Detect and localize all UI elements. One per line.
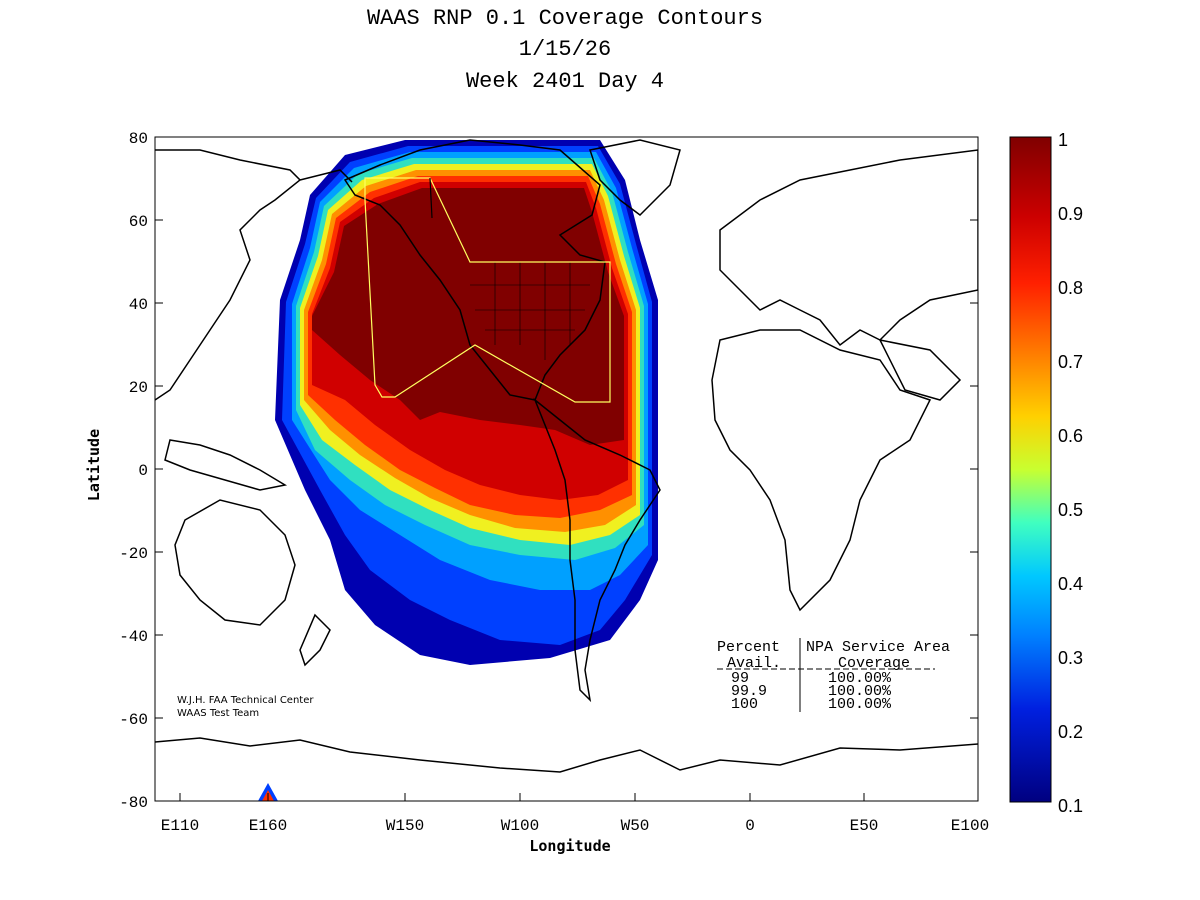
x-tick-label: W100	[501, 817, 539, 835]
australia-outline	[174, 499, 296, 626]
credit-line1: W.J.H. FAA Technical Center	[177, 695, 314, 706]
colorbar-gradient	[1009, 136, 1052, 803]
alaska-outline	[299, 169, 353, 183]
colorbar-tick: 0.9	[1058, 204, 1083, 224]
legend-sub-avail: Avail.	[727, 655, 781, 672]
colorbar-tick: 0.6	[1058, 426, 1083, 446]
availability-legend: Percent NPA Service Area Avail. Coverage…	[717, 638, 950, 713]
greenland-outline	[589, 139, 681, 216]
antarctica-outline	[155, 737, 978, 773]
y-tick-label: -40	[119, 628, 148, 646]
colorbar-tick: 0.8	[1058, 278, 1083, 298]
x-axis-label: Longitude	[529, 837, 610, 855]
indonesia-outline	[164, 439, 288, 491]
x-tick-label: E100	[951, 817, 989, 835]
africa-outline	[711, 329, 932, 612]
contour-1.0	[312, 188, 624, 445]
colorbar-tick: 0.2	[1058, 722, 1083, 742]
south-america-outline	[533, 397, 661, 703]
y-tick-label: 80	[129, 130, 148, 148]
colorbar-tick: 0.3	[1058, 648, 1083, 668]
y-axis-label: Latitude	[85, 429, 103, 501]
npa-service-area-outline	[364, 177, 611, 403]
chart-title-date: 1/15/26	[518, 37, 612, 62]
x-axis: E110 E160 W150 W100 W50 0 E50 E100	[161, 793, 989, 835]
x-tick-label: E110	[161, 817, 199, 835]
x-tick-label: W150	[386, 817, 424, 835]
north-america-outline	[343, 139, 606, 401]
chart-title-line1: WAAS RNP 0.1 Coverage Contours	[366, 6, 764, 31]
x-tick-label: E160	[249, 817, 287, 835]
legend-row-coverage: 100.00%	[828, 683, 892, 700]
arabia-outline	[878, 338, 962, 401]
y-tick-label: -60	[119, 711, 148, 729]
y-axis: 80 60 40 20 0 -20 -40 -60 -80	[119, 130, 978, 812]
x-tick-label: 0	[745, 817, 755, 835]
legend-row-avail: 100	[731, 696, 758, 713]
colorbar-tick: 0.7	[1058, 352, 1083, 372]
colorbar-tick: 0.4	[1058, 574, 1083, 594]
y-tick-label: 60	[129, 213, 148, 231]
x-tick-label: E50	[850, 817, 879, 835]
y-tick-label: 20	[129, 379, 148, 397]
continent-outlines	[155, 139, 978, 773]
colorbar-tick: 0.5	[1058, 500, 1083, 520]
new-zealand-outline	[299, 613, 331, 667]
legend-header-npa: NPA Service Area	[806, 639, 950, 656]
legend-row-avail: 99.9	[731, 683, 767, 700]
legend-row-coverage: 100.00%	[828, 696, 892, 713]
legend-row-coverage: 100.00%	[828, 670, 892, 687]
legend-row-avail: 99	[731, 670, 749, 687]
legend-header-percent: Percent	[717, 639, 780, 656]
x-tick-label: W50	[621, 817, 650, 835]
legend-sub-coverage: Coverage	[838, 655, 910, 672]
colorbar: 1 0.9 0.8 0.7 0.6 0.5 0.4 0.3 0.2 0.1	[1009, 130, 1083, 816]
east-asia-outline	[155, 149, 302, 401]
y-tick-label: 40	[129, 296, 148, 314]
map-plot-area	[155, 137, 978, 801]
colorbar-tick: 1	[1058, 130, 1068, 150]
y-tick-label: -20	[119, 545, 148, 563]
chart-title-week: Week 2401 Day 4	[465, 69, 665, 94]
colorbar-tick: 0.1	[1058, 796, 1083, 816]
credit-line2: WAAS Test Team	[177, 708, 259, 719]
y-tick-label: 0	[138, 462, 148, 480]
y-tick-label: -80	[119, 794, 148, 812]
